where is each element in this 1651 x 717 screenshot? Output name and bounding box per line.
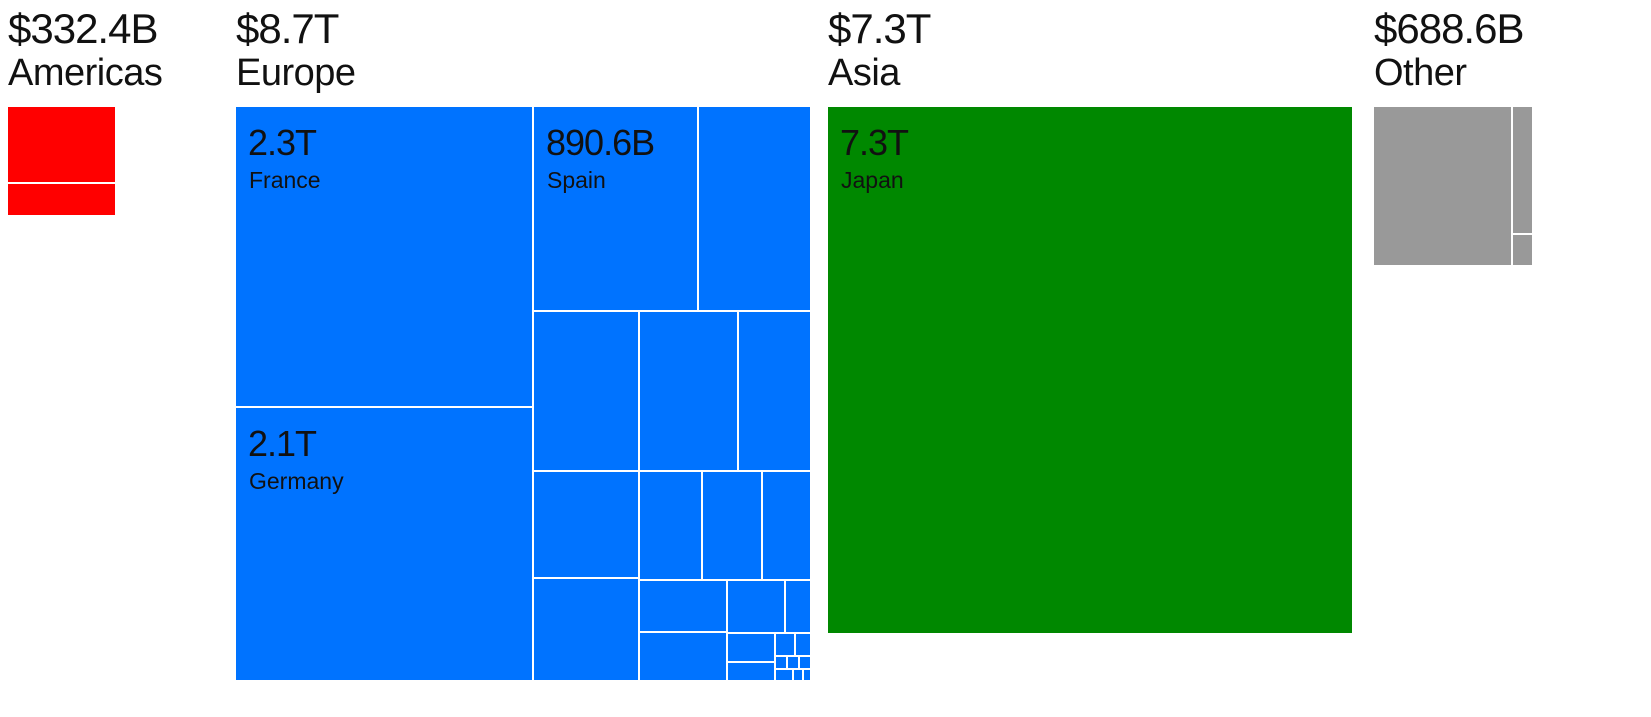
treemap-cell: [800, 657, 812, 670]
treemap-cell: [776, 634, 796, 657]
treemap-cell: [8, 184, 117, 217]
treemap-cell: [794, 670, 804, 682]
treemap-cell: [8, 107, 117, 184]
treemap-cell: [640, 633, 728, 682]
group-name: Asia: [828, 52, 900, 94]
cell-name-label: Spain: [547, 167, 606, 193]
group-total: $332.4B: [8, 5, 158, 52]
group-header-other: $688.6B Other: [1374, 5, 1524, 94]
cell-name-label: Japan: [841, 167, 904, 193]
treemap-cell: [788, 657, 800, 670]
treemap-cell: [776, 657, 788, 670]
group-header-asia: $7.3T Asia: [828, 5, 931, 94]
treemap-cell: [703, 472, 763, 581]
treemap-cell: [534, 579, 640, 682]
treemap-cell-germany: 2.1T Germany: [236, 408, 534, 682]
treemap-cell: [739, 312, 812, 472]
treemap-cell: [534, 472, 640, 579]
treemap-cell-japan: 7.3T Japan: [828, 107, 1354, 635]
cell-name-label: Germany: [249, 468, 344, 494]
cell-name-label: France: [249, 167, 321, 193]
cell-value-label: 2.3T: [248, 122, 317, 163]
treemap-cell-spain: 890.6B Spain: [534, 107, 699, 312]
treemap-cell: [640, 581, 728, 633]
treemap-cell: [763, 472, 812, 581]
treemap-cell: [796, 634, 812, 657]
treemap-cell: [1513, 107, 1534, 235]
treemap-cell: [1513, 235, 1534, 267]
group-name: Other: [1374, 52, 1467, 94]
treemap-cell-france: 2.3T France: [236, 107, 534, 408]
treemap-cell: [804, 670, 812, 682]
treemap-cell: [776, 670, 794, 682]
group-total: $7.3T: [828, 5, 931, 52]
treemap-cell: [534, 312, 640, 472]
cell-value-label: 7.3T: [840, 122, 909, 163]
group-total: $8.7T: [236, 5, 339, 52]
group-header-americas: $332.4B Americas: [8, 5, 163, 94]
cell-value-label: 2.1T: [248, 423, 317, 464]
group-total: $688.6B: [1374, 5, 1524, 52]
treemap-cell: [728, 663, 776, 682]
cell-value-label: 890.6B: [546, 122, 655, 163]
treemap-cell: [640, 472, 703, 581]
group-name: Europe: [236, 52, 356, 94]
treemap-cell: [1374, 107, 1513, 267]
treemap-cell: [728, 634, 776, 663]
group-name: Americas: [8, 52, 163, 94]
treemap-cell: [699, 107, 812, 312]
group-header-europe: $8.7T Europe: [236, 5, 356, 94]
treemap-cell: [786, 581, 812, 634]
treemap-cell: [728, 581, 786, 634]
treemap-cell: [640, 312, 739, 472]
